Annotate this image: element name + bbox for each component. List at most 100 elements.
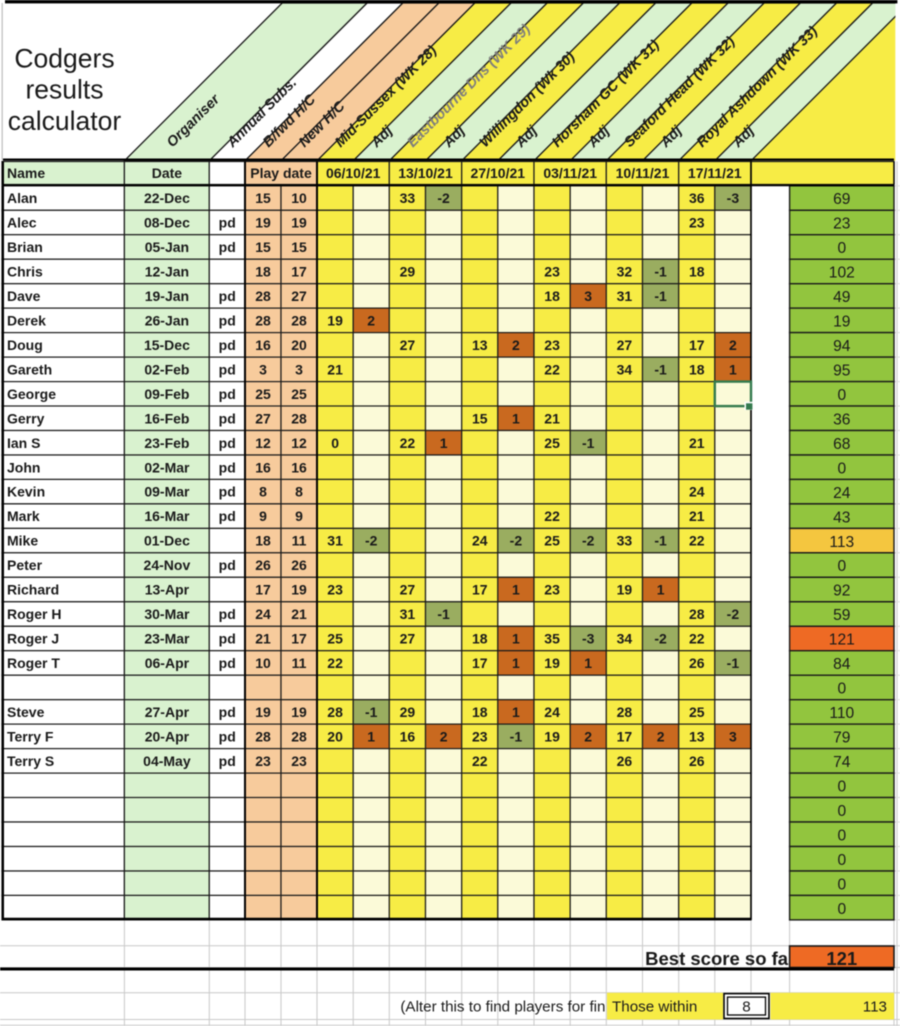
svg-text:102: 102 xyxy=(829,265,855,282)
svg-text:-2: -2 xyxy=(437,190,450,206)
svg-text:-1: -1 xyxy=(727,655,740,671)
svg-text:08-Dec: 08-Dec xyxy=(144,215,190,231)
svg-text:69: 69 xyxy=(833,191,850,208)
svg-text:pd: pd xyxy=(219,557,236,573)
svg-text:19: 19 xyxy=(833,314,850,331)
svg-text:26-Jan: 26-Jan xyxy=(145,312,189,328)
svg-text:Brian: Brian xyxy=(7,239,43,255)
svg-text:79: 79 xyxy=(833,730,850,747)
svg-text:0: 0 xyxy=(837,803,846,820)
svg-text:20-Apr: 20-Apr xyxy=(145,728,190,744)
svg-text:12: 12 xyxy=(255,435,271,451)
svg-text:15-Dec: 15-Dec xyxy=(144,337,190,353)
svg-text:Alec: Alec xyxy=(7,215,37,231)
svg-text:Roger J: Roger J xyxy=(7,631,59,647)
svg-text:36: 36 xyxy=(833,411,850,428)
svg-text:31: 31 xyxy=(327,533,343,549)
svg-text:Alan: Alan xyxy=(7,190,37,206)
svg-text:27-Apr: 27-Apr xyxy=(145,704,190,720)
svg-text:1: 1 xyxy=(729,361,737,377)
svg-text:34: 34 xyxy=(617,361,633,377)
svg-text:25: 25 xyxy=(255,386,271,402)
svg-text:Those within: Those within xyxy=(612,998,697,1015)
svg-text:3: 3 xyxy=(729,728,737,744)
svg-text:24: 24 xyxy=(544,704,560,720)
svg-text:23: 23 xyxy=(472,728,488,744)
svg-text:15: 15 xyxy=(255,239,271,255)
svg-text:94: 94 xyxy=(833,338,851,355)
svg-text:-2: -2 xyxy=(727,606,740,622)
svg-text:22: 22 xyxy=(544,361,560,377)
svg-text:pd: pd xyxy=(219,410,236,426)
svg-text:19: 19 xyxy=(291,704,307,720)
svg-text:9: 9 xyxy=(259,508,267,524)
svg-text:17: 17 xyxy=(291,631,307,647)
svg-text:24: 24 xyxy=(472,533,488,549)
svg-text:pd: pd xyxy=(219,312,236,328)
svg-text:28: 28 xyxy=(291,410,307,426)
svg-text:Steve: Steve xyxy=(7,704,45,720)
svg-text:-3: -3 xyxy=(582,631,595,647)
svg-text:19: 19 xyxy=(255,215,271,231)
svg-text:27: 27 xyxy=(400,631,416,647)
svg-text:24: 24 xyxy=(833,485,851,502)
svg-text:pd: pd xyxy=(219,753,236,769)
svg-text:31: 31 xyxy=(617,288,633,304)
svg-text:09-Mar: 09-Mar xyxy=(144,484,190,500)
svg-text:-1: -1 xyxy=(654,361,667,377)
svg-text:-1: -1 xyxy=(365,704,378,720)
svg-text:1: 1 xyxy=(512,582,520,598)
svg-text:-3: -3 xyxy=(727,190,740,206)
svg-text:0: 0 xyxy=(837,852,846,869)
svg-text:pd: pd xyxy=(219,508,236,524)
svg-text:1: 1 xyxy=(512,631,520,647)
svg-text:23: 23 xyxy=(327,582,343,598)
svg-text:-1: -1 xyxy=(654,288,667,304)
svg-text:25: 25 xyxy=(544,435,560,451)
svg-text:06/10/21: 06/10/21 xyxy=(326,165,381,181)
svg-text:18: 18 xyxy=(255,533,271,549)
svg-text:33: 33 xyxy=(400,190,416,206)
svg-text:pd: pd xyxy=(219,215,236,231)
svg-text:0: 0 xyxy=(837,460,846,477)
svg-text:23: 23 xyxy=(544,582,560,598)
svg-text:23-Feb: 23-Feb xyxy=(144,435,189,451)
svg-text:21: 21 xyxy=(544,410,560,426)
svg-text:2: 2 xyxy=(657,728,665,744)
svg-text:35: 35 xyxy=(544,631,560,647)
svg-text:-1: -1 xyxy=(654,264,667,280)
svg-text:16: 16 xyxy=(400,728,416,744)
svg-text:16: 16 xyxy=(255,337,271,353)
svg-text:9: 9 xyxy=(295,508,303,524)
svg-text:23: 23 xyxy=(689,215,705,231)
svg-text:01-Dec: 01-Dec xyxy=(144,533,190,549)
svg-text:Gerry: Gerry xyxy=(7,410,45,426)
svg-text:19: 19 xyxy=(255,704,271,720)
svg-text:1: 1 xyxy=(512,704,520,720)
svg-text:15: 15 xyxy=(291,239,307,255)
svg-text:Terry S: Terry S xyxy=(7,753,54,769)
svg-text:0: 0 xyxy=(837,387,846,404)
svg-text:19: 19 xyxy=(544,655,560,671)
svg-text:19: 19 xyxy=(327,312,343,328)
svg-text:27: 27 xyxy=(400,582,416,598)
svg-text:27: 27 xyxy=(291,288,307,304)
svg-text:John: John xyxy=(7,459,40,475)
svg-text:06-Apr: 06-Apr xyxy=(145,655,190,671)
svg-text:23: 23 xyxy=(544,337,560,353)
svg-text:28: 28 xyxy=(291,728,307,744)
svg-text:16: 16 xyxy=(255,459,271,475)
svg-text:20: 20 xyxy=(291,337,307,353)
svg-text:12-Jan: 12-Jan xyxy=(145,264,189,280)
svg-text:02-Mar: 02-Mar xyxy=(144,459,190,475)
svg-text:74: 74 xyxy=(833,754,851,771)
svg-text:pd: pd xyxy=(219,386,236,402)
svg-text:17: 17 xyxy=(291,264,307,280)
svg-text:26: 26 xyxy=(617,753,633,769)
svg-text:1: 1 xyxy=(440,435,448,451)
svg-text:84: 84 xyxy=(833,656,851,673)
svg-text:25: 25 xyxy=(291,386,307,402)
svg-text:3: 3 xyxy=(295,361,303,377)
svg-text:29: 29 xyxy=(400,704,416,720)
svg-text:19: 19 xyxy=(544,728,560,744)
